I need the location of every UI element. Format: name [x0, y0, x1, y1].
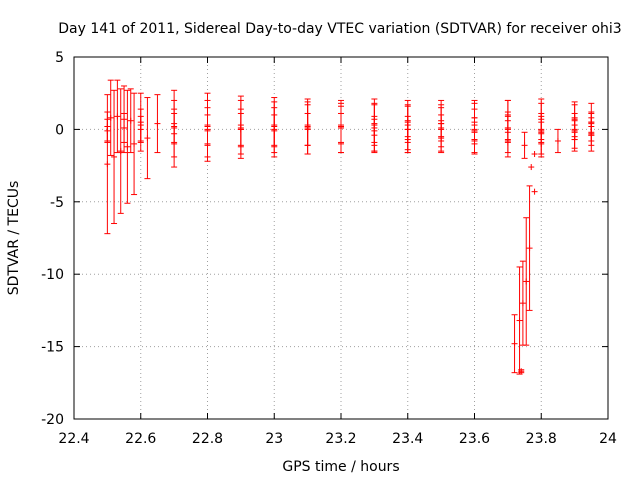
data-point: [107, 79, 114, 156]
data-point: [137, 115, 144, 143]
data-point: [117, 88, 124, 214]
data-point: [531, 151, 538, 158]
data-points: [104, 79, 595, 375]
data-point: [111, 89, 118, 225]
data-point: [438, 114, 445, 142]
data-point: [114, 79, 121, 154]
data-point: [571, 118, 578, 141]
series-sat-g: [518, 151, 538, 375]
data-point: [371, 115, 378, 146]
data-point: [511, 314, 518, 374]
x-axis-label: GPS time / hours: [282, 459, 399, 475]
x-tick-label: 23.2: [325, 431, 356, 447]
data-point: [519, 260, 526, 346]
data-point: [121, 112, 128, 143]
x-tick-label: 22.6: [125, 431, 156, 447]
data-point: [531, 188, 538, 195]
data-point: [131, 92, 138, 196]
data-point: [338, 112, 344, 143]
y-axis-label: SDTVAR / TECUs: [6, 181, 22, 296]
data-point: [237, 112, 244, 146]
data-point: [204, 114, 211, 145]
data-point: [404, 115, 411, 143]
x-tick-label: 22.4: [58, 431, 89, 447]
data-point: [304, 112, 311, 146]
data-point: [471, 117, 478, 142]
series-sat-e: [104, 112, 595, 148]
chart-title: Day 141 of 2011, Sidereal Day-to-day VTE…: [58, 21, 621, 37]
axis-tick-labels: 22.4 22.6 22.8 23 23.2 23.4 23.6 23.8 24 5 0 -5 -10 -…: [41, 50, 617, 447]
data-point: [127, 88, 134, 154]
data-point: [554, 128, 561, 154]
data-point: [104, 118, 111, 143]
data-point: [516, 266, 523, 375]
data-point: [521, 131, 528, 159]
data-point: [144, 97, 151, 180]
plot-frame: [73, 56, 609, 420]
data-point: [171, 112, 178, 143]
series-sat-f: [511, 185, 538, 375]
y-tick-label: -15: [41, 340, 64, 356]
y-tick-label: 0: [55, 122, 64, 138]
x-tick-label: 23: [265, 431, 283, 447]
x-tick-label: 23.6: [459, 431, 490, 447]
x-tick-label: 23.4: [392, 431, 423, 447]
data-point: [154, 94, 161, 154]
data-point: [588, 117, 595, 136]
y-tick-label: -5: [50, 195, 64, 211]
data-point: [538, 121, 545, 143]
y-tick-label: -10: [41, 267, 64, 283]
data-point: [504, 115, 511, 141]
data-point: [518, 368, 525, 375]
data-point: [526, 185, 533, 311]
y-tick-label: 5: [55, 50, 64, 66]
data-point: [124, 89, 131, 204]
data-point: [523, 217, 530, 346]
x-tick-label: 23.8: [526, 431, 557, 447]
x-tick-label: 24: [599, 431, 617, 447]
x-tick-label: 22.8: [192, 431, 223, 447]
data-point: [528, 164, 535, 171]
y-tick-label: -20: [41, 412, 64, 428]
data-point: [271, 114, 278, 148]
